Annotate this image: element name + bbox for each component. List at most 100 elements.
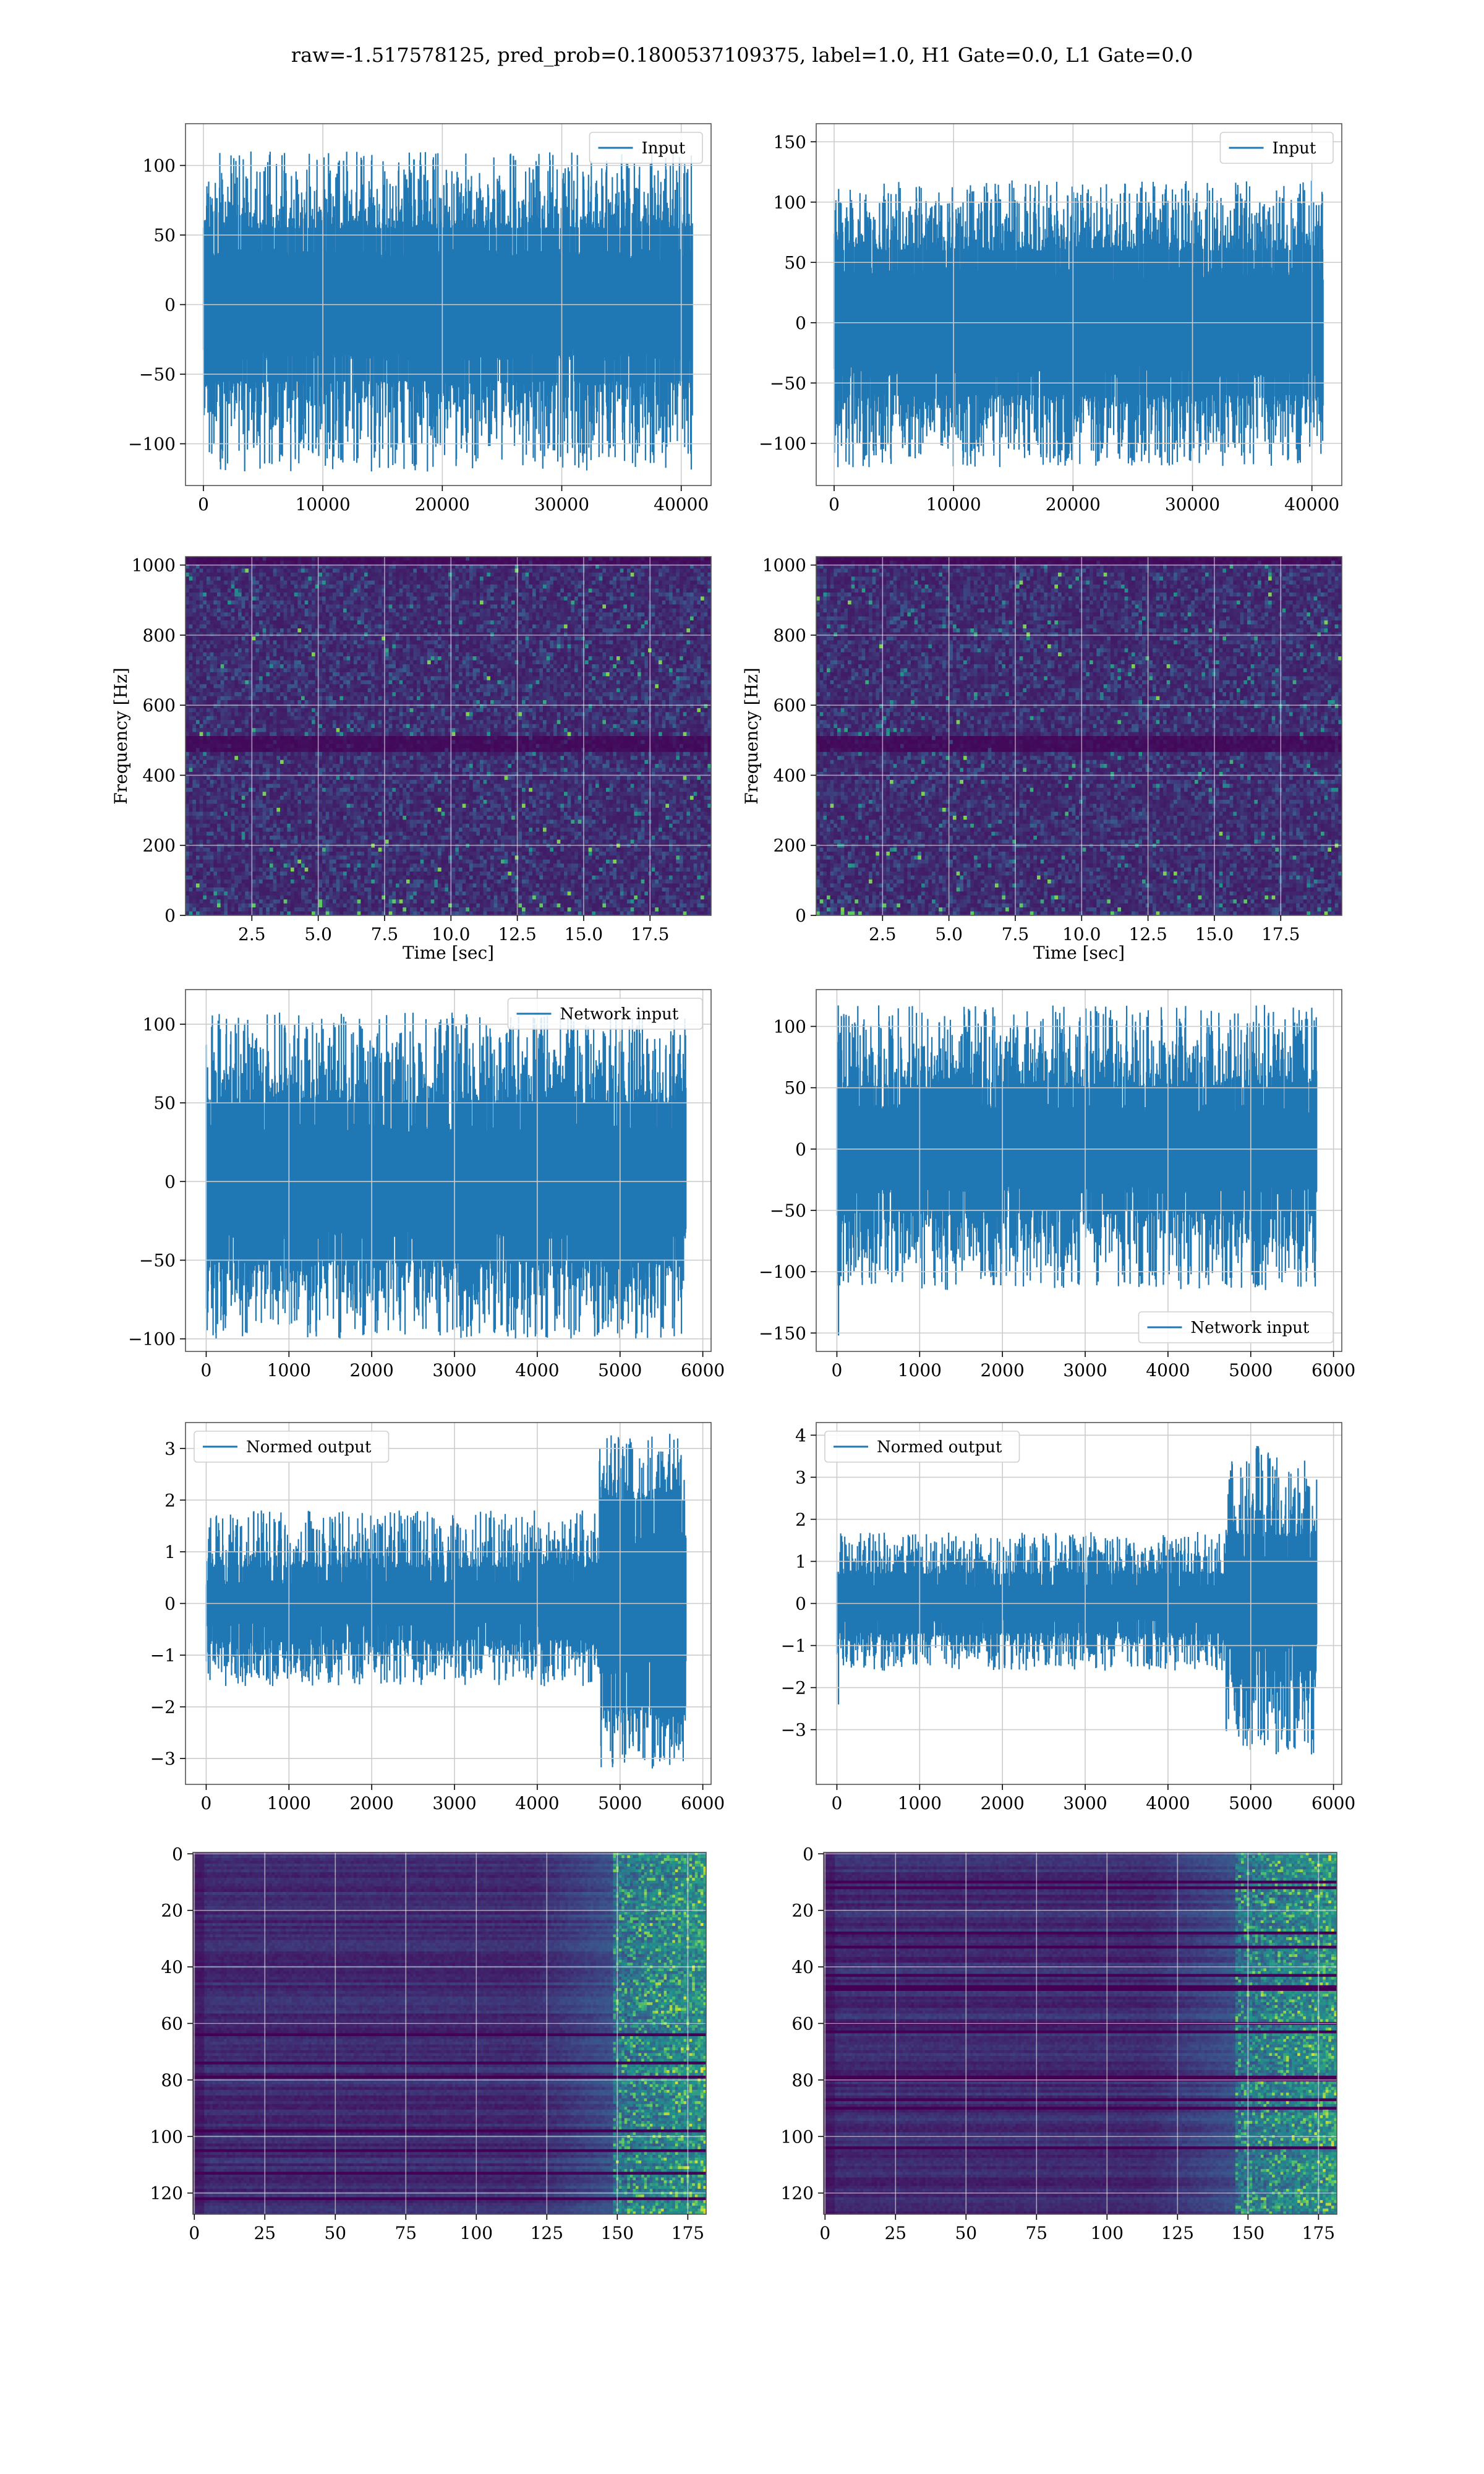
h1-input-series-line <box>203 152 693 471</box>
h1-feature-map-xtick-label: 175 <box>672 2223 704 2243</box>
h1-normed-output-series-line <box>207 1434 686 1768</box>
h1-input-ytick-label: 0 <box>164 295 176 315</box>
l1-network-input-ytick-label: 0 <box>795 1139 806 1160</box>
h1-network-input-xtick-label: 3000 <box>432 1360 476 1380</box>
h1-input-xtick-label: 20000 <box>415 494 470 515</box>
l1-normed-output-series-line <box>837 1446 1317 1755</box>
h1-normed-output-ytick-label: −2 <box>150 1697 176 1718</box>
h1-feature-map-ytick-label: 40 <box>161 1957 183 1977</box>
h1-normed-output-plot-area <box>186 1423 711 1784</box>
l1-input-legend-label: Input <box>1273 139 1316 158</box>
l1-feature-map-xtick-label: 125 <box>1161 2223 1194 2243</box>
h1-network-input-xtick-label: 1000 <box>267 1360 311 1380</box>
h1-normed-output-ytick-label: 3 <box>164 1439 176 1459</box>
l1-feature-map-ytick-label: 60 <box>791 2014 814 2034</box>
h1-feature-map-ytick-label: 80 <box>161 2070 183 2091</box>
h1-normed-output-ytick-label: −3 <box>150 1748 176 1769</box>
h1-input-xtick-label: 30000 <box>534 494 589 515</box>
l1-input-series-line <box>834 181 1323 468</box>
h1-network-input-xtick-label: 2000 <box>350 1360 394 1380</box>
l1-network-input-xtick-label: 2000 <box>981 1360 1025 1380</box>
l1-spectrogram-xtick-label: 17.5 <box>1261 924 1300 944</box>
h1-normed-output-xtick-label: 2000 <box>350 1793 394 1813</box>
h1-network-input-ytick-label: 50 <box>153 1093 176 1113</box>
l1-spectrogram-chart: 2.5 5.0 7.5 10.0 12.5 15.0 17.5020040060080010… <box>741 555 1342 963</box>
h1-feature-map-ytick-label: 120 <box>150 2183 183 2204</box>
h1-normed-output-ytick-label: 0 <box>164 1594 176 1614</box>
h1-normed-output-ytick-label: 1 <box>164 1542 176 1562</box>
h1-normed-output-ytick-label: −1 <box>150 1645 176 1666</box>
l1-input-xtick-label: 30000 <box>1165 494 1220 515</box>
h1-network-input-ytick-label: 0 <box>164 1171 176 1192</box>
h1-spectrogram-xtick-label: 17.5 <box>631 924 669 944</box>
l1-feature-map-xtick-label: 175 <box>1302 2223 1335 2243</box>
l1-normed-output-ytick-label: 0 <box>795 1594 806 1614</box>
h1-normed-output-xtick-label: 1000 <box>267 1793 311 1813</box>
l1-input-ytick-label: 0 <box>795 313 806 333</box>
h1-input-xtick-label: 40000 <box>654 494 709 515</box>
l1-normed-output-ytick-label: 3 <box>795 1467 806 1487</box>
l1-normed-output-ytick-label: −2 <box>781 1678 806 1698</box>
h1-spectrogram-chart: 2.5 5.0 7.5 10.0 12.5 15.0 17.5020040060080010… <box>111 555 712 963</box>
l1-normed-output-xtick-label: 4000 <box>1146 1793 1190 1813</box>
l1-feature-map-xtick-label: 75 <box>1025 2223 1047 2243</box>
h1-feature-map-xtick-label: 100 <box>460 2223 493 2243</box>
h1-feature-map-xtick-label: 75 <box>394 2223 417 2243</box>
h1-normed-output-xtick-label: 5000 <box>598 1793 642 1813</box>
l1-feature-map-xtick-label: 25 <box>884 2223 906 2243</box>
l1-network-input-legend-label: Network input <box>1191 1319 1310 1337</box>
l1-input-xtick-label: 10000 <box>926 494 981 515</box>
l1-network-input-xtick-label: 3000 <box>1063 1360 1107 1380</box>
l1-network-input-xtick-label: 4000 <box>1146 1360 1190 1380</box>
h1-normed-output-xtick-label: 3000 <box>432 1793 476 1813</box>
l1-input-ytick-label: 100 <box>774 192 806 213</box>
l1-network-input-series-line <box>837 1005 1317 1335</box>
l1-normed-output-xtick-label: 6000 <box>1311 1793 1355 1813</box>
l1-normed-output-legend-label: Normed output <box>877 1438 1002 1457</box>
l1-feature-map-xtick-label: 0 <box>819 2223 830 2243</box>
h1-feature-map-xtick-label: 125 <box>531 2223 563 2243</box>
l1-spectrogram-xtick-label: 10.0 <box>1062 924 1101 944</box>
h1-feature-map-xtick-label: 50 <box>324 2223 346 2243</box>
l1-normed-output-legend: Normed output <box>825 1431 1020 1462</box>
l1-spectrogram-xtick-label: 2.5 <box>869 924 897 944</box>
l1-normed-output-xtick-label: 1000 <box>898 1793 942 1813</box>
l1-spectrogram-ylabel: Frequency [Hz] <box>741 667 762 804</box>
figure-title: raw=-1.517578125, pred_prob=0.1800537109… <box>291 43 1193 67</box>
l1-network-input-ytick-label: −150 <box>759 1323 806 1343</box>
h1-feature-map-xtick-label: 0 <box>189 2223 200 2243</box>
h1-input-ytick-label: −50 <box>139 364 176 385</box>
l1-spectrogram-ytick-label: 1000 <box>762 555 806 576</box>
h1-feature-map-ytick-label: 20 <box>161 1901 183 1921</box>
h1-spectrogram-xtick-label: 5.0 <box>304 924 332 944</box>
l1-input-xtick-label: 20000 <box>1046 494 1101 515</box>
l1-input-ytick-label: −100 <box>759 434 806 454</box>
l1-spectrogram-xtick-label: 5.0 <box>935 924 963 944</box>
l1-feature-map-ytick-label: 0 <box>803 1844 814 1864</box>
h1-network-input-series-line <box>207 1012 686 1338</box>
l1-spectrogram-ytick-label: 600 <box>774 695 806 716</box>
h1-network-input-legend: Network input <box>508 998 703 1029</box>
l1-network-input-xtick-label: 6000 <box>1311 1360 1355 1380</box>
l1-normed-output-grid <box>816 1423 1342 1784</box>
l1-normed-output-ytick-label: −3 <box>781 1720 806 1740</box>
l1-spectrogram-xtick-label: 7.5 <box>1002 924 1030 944</box>
l1-feature-map-ytick-label: 20 <box>791 1901 814 1921</box>
h1-normed-output-xtick-label: 0 <box>201 1793 212 1813</box>
l1-normed-output-xtick-label: 2000 <box>981 1793 1025 1813</box>
l1-input-plot-area <box>816 124 1342 486</box>
l1-normed-output-ytick-label: 1 <box>795 1551 806 1572</box>
l1-network-input-xtick-label: 1000 <box>898 1360 942 1380</box>
l1-normed-output-ytick-label: 2 <box>795 1509 806 1530</box>
h1-feature-map-plot-area <box>193 1852 707 2215</box>
l1-normed-output-plot-area <box>816 1423 1342 1784</box>
l1-network-input-ytick-label: −100 <box>759 1262 806 1282</box>
h1-input-ytick-label: 100 <box>143 156 176 176</box>
h1-feature-map-ytick-label: 0 <box>172 1844 183 1864</box>
l1-input-ytick-label: −50 <box>770 373 806 393</box>
l1-spectrogram-ytick-label: 0 <box>795 905 806 926</box>
h1-spectrogram-ylabel: Frequency [Hz] <box>111 667 131 804</box>
